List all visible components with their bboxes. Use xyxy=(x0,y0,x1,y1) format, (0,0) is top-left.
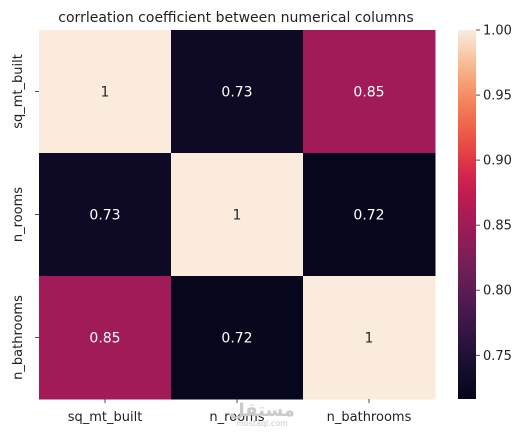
colorbar-tick-label: 0.90 xyxy=(483,154,512,169)
heatmap-cell xyxy=(171,153,304,277)
x-tick-label: sq_mt_built xyxy=(68,410,143,425)
colorbar-tick-label: 0.75 xyxy=(483,349,512,364)
heatmap-cell xyxy=(303,30,436,154)
cell-value-label: 1 xyxy=(365,331,374,347)
colorbar-tick-label: 0.80 xyxy=(483,284,512,299)
colorbar-tick-label: 0.95 xyxy=(483,89,512,104)
watermark-sub: mostaql.com xyxy=(236,419,288,428)
colorbar-tick-label: 1.00 xyxy=(483,24,512,39)
watermark-text: مستقل xyxy=(229,400,295,421)
heatmap-cell xyxy=(39,30,172,154)
watermark: مستقل mostaql.com xyxy=(229,400,295,428)
cell-value-label: 0.72 xyxy=(353,208,384,224)
x-tick-label: n_rooms xyxy=(209,410,264,425)
heatmap-cell xyxy=(39,153,172,277)
cell-value-label: 0.72 xyxy=(221,331,252,347)
colorbar xyxy=(458,30,476,399)
y-axis-labels: sq_mt_built n_rooms n_bathrooms xyxy=(11,54,39,380)
heatmap-cell xyxy=(171,276,304,400)
heatmap-cells: 1 0.73 0.85 0.73 1 0.72 0.85 0.72 1 xyxy=(39,30,436,400)
y-tick-label: n_bathrooms xyxy=(11,295,26,380)
colorbar-ticks: 0.75 0.80 0.85 0.90 0.95 1.00 xyxy=(476,24,512,364)
x-axis-labels: sq_mt_built n_rooms n_bathrooms xyxy=(68,399,412,425)
cell-value-label: 0.85 xyxy=(353,85,384,101)
heatmap-cell xyxy=(303,276,436,400)
cell-value-label: 1 xyxy=(101,85,110,101)
heatmap-cell xyxy=(171,30,304,154)
cell-value-label: 1 xyxy=(233,208,242,224)
colorbar-tick-label: 0.85 xyxy=(483,219,512,234)
heatmap-cell xyxy=(39,276,172,400)
cell-value-label: 0.73 xyxy=(221,85,252,101)
x-tick-label: n_bathrooms xyxy=(327,410,412,425)
heatmap-cell xyxy=(303,153,436,277)
y-tick-label: n_rooms xyxy=(11,187,26,242)
cell-value-label: 0.85 xyxy=(89,331,120,347)
y-tick-label: sq_mt_built xyxy=(11,54,26,129)
cell-value-label: 0.73 xyxy=(89,208,120,224)
chart-title: corrleation coefficient between numerica… xyxy=(58,10,413,26)
